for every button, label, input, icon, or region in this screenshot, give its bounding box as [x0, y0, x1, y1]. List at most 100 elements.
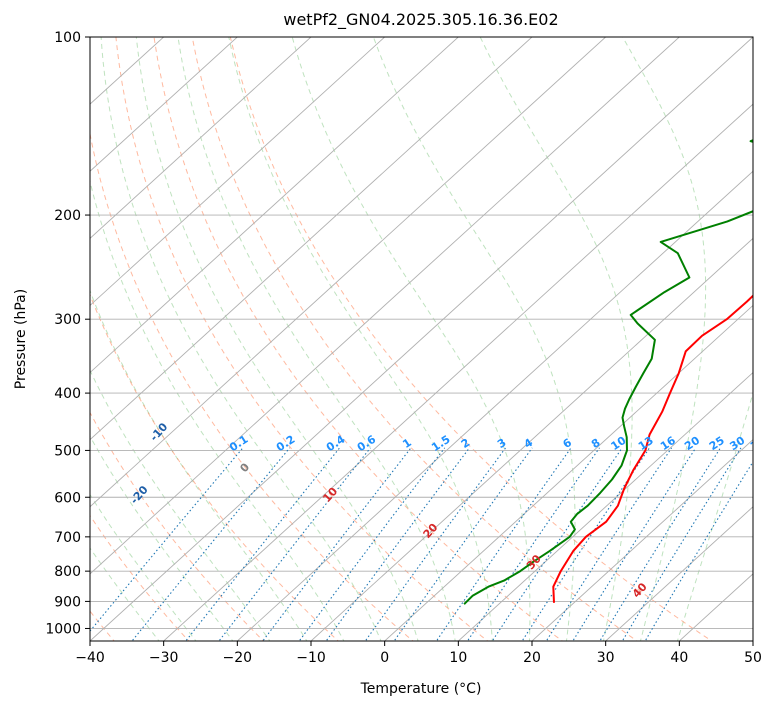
x-tick-label: 20 [523, 650, 541, 666]
x-tick-label: −20 [223, 650, 253, 666]
mixing-ratio-lines [90, 447, 753, 641]
y-tick-label: 1000 [45, 621, 81, 637]
mixing-ratio-line [521, 447, 650, 641]
dry-adiabat-line [115, 37, 489, 641]
mixing-ratio-line [621, 447, 742, 641]
y-tick-label: 300 [54, 312, 81, 328]
isotherm-line [236, 170, 753, 641]
dry-adiabat-label: 0 [237, 460, 252, 475]
mixing-ratio-label: 0.4 [324, 433, 348, 455]
moist-adiabat-line [90, 493, 197, 641]
mixing-ratio-label: 0.1 [227, 433, 250, 455]
mixing-ratio-line [572, 447, 697, 641]
moist-adiabat-line [622, 37, 707, 641]
mixing-ratio-label: 6 [561, 436, 575, 451]
isotherm-line [383, 304, 753, 641]
mixing-ratio-line [435, 447, 572, 641]
dry-adiabat-label: -10 [147, 420, 170, 444]
x-tick-label: −40 [75, 650, 105, 666]
dry-adiabat-line [229, 37, 713, 641]
y-tick-label: 800 [54, 564, 81, 580]
moist-adiabat-line [90, 289, 308, 641]
y-tick-label: 900 [54, 594, 81, 610]
mixing-ratio-label: 2 [459, 436, 473, 451]
mixing-ratio-label: 36 [748, 434, 768, 453]
isoline-labels: 0.1 0.2 0.4 0.6 1 1.5 2 3 4 6 8 10 13 16 20 25 30 36-20-1… [128, 420, 768, 600]
isotherm-line [90, 37, 607, 508]
y-tick-label: 600 [54, 490, 81, 506]
moist-adiabat-line [177, 37, 456, 641]
x-tick-label: 10 [449, 650, 467, 666]
skewed-isotherms [90, 37, 753, 641]
dry-adiabat-line [191, 37, 638, 641]
moist-adiabat-line [90, 178, 345, 641]
moist-adiabat-line [100, 37, 382, 641]
mixing-ratio-line [466, 447, 600, 641]
x-tick-label: −10 [296, 650, 326, 666]
mixing-ratio-label: 8 [589, 436, 603, 451]
dry-adiabat-line [90, 293, 339, 641]
x-axis-label: Temperature (°C) [360, 681, 482, 697]
mixing-ratio-line [491, 447, 623, 641]
x-tick-label: 50 [744, 650, 762, 666]
mixing-ratio-label: 0.2 [274, 433, 297, 455]
dewpoint-profile-line [463, 139, 753, 605]
dry-adiabat-line [90, 411, 265, 641]
isotherm-line [531, 439, 753, 641]
x-tick-label: 30 [597, 650, 615, 666]
y-tick-label: 400 [54, 386, 81, 402]
moist-adiabat-line [372, 37, 576, 641]
temperature-profile-line [552, 294, 753, 603]
y-tick-label: 700 [54, 530, 81, 546]
mixing-ratio-line [325, 447, 470, 641]
mixing-ratio-line [262, 447, 412, 641]
mixing-ratio-line [599, 447, 721, 641]
axes: −40 −30 −20 −10 0 10 20 30 40 5010020030040050060… [45, 30, 762, 666]
isotherm-line [752, 640, 753, 641]
mixing-ratio-line [393, 447, 533, 641]
dry-adiabat-line [153, 37, 564, 641]
mixing-ratio-line [644, 460, 753, 641]
isotherm-line [604, 506, 753, 641]
mixing-ratio-label: 0.6 [355, 433, 379, 455]
isotherm-line [90, 37, 753, 641]
moist-adiabat-line [479, 37, 633, 641]
dry-adiabat-line [90, 131, 414, 641]
isotherm-line [678, 573, 753, 641]
y-tick-label: 200 [54, 208, 81, 224]
pressure-gridlines [90, 37, 753, 629]
mixing-ratio-line [131, 447, 291, 641]
plot-area: 0.1 0.2 0.4 0.6 1 1.5 2 3 4 6 8 10 13 16 20 25 30 36-20-1… [90, 37, 768, 641]
moist-adiabat-line [135, 37, 419, 641]
isotherm-line [90, 37, 681, 575]
mixing-ratio-line [90, 447, 244, 632]
moist-adiabats [90, 37, 753, 641]
mixing-ratio-line [545, 447, 673, 641]
x-tick-label: 0 [380, 650, 389, 666]
isotherm-line [90, 37, 239, 172]
sounding-profiles [463, 139, 753, 605]
mixing-ratio-line [298, 447, 446, 641]
mixing-ratio-line [185, 447, 341, 641]
isotherm-line [90, 37, 533, 441]
mixing-ratio-line [364, 447, 507, 641]
mixing-ratio-label: 3 [495, 436, 509, 451]
plot-frame [89, 36, 754, 642]
y-axis-label: Pressure (hPa) [13, 289, 29, 389]
moist-adiabat-line [90, 369, 271, 641]
isotherm-line [90, 37, 460, 374]
mixing-ratio-line [218, 447, 371, 641]
chart-title: wetPf2_GN04.2025.305.16.36.E02 [283, 10, 558, 30]
mixing-ratio-label: 1.5 [429, 433, 452, 455]
isotherm-line [162, 103, 753, 641]
x-tick-label: 40 [670, 650, 688, 666]
isotherm-line [457, 371, 753, 641]
dry-adiabat-label: 40 [630, 580, 650, 600]
isotherm-line [90, 37, 386, 307]
moist-adiabat-line [228, 37, 493, 641]
isotherm-line [90, 37, 312, 239]
y-tick-label: 100 [54, 30, 81, 46]
x-tick-label: −30 [149, 650, 179, 666]
moist-adiabat-line [90, 435, 234, 641]
